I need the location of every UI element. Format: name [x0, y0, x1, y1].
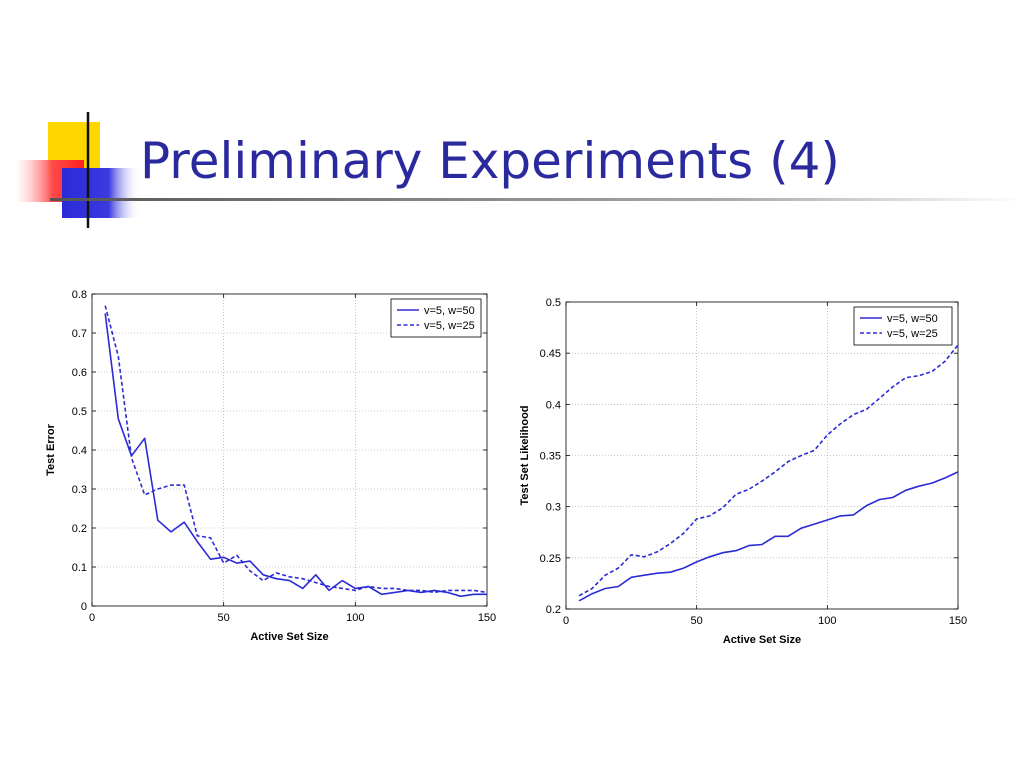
- chart2-x-axis-label: Active Set Size: [723, 634, 801, 646]
- chart1-ytick-label: 0: [81, 601, 87, 613]
- chart1-xtick-label: 100: [346, 612, 364, 624]
- chart2-ytick-label: 0.45: [540, 348, 561, 360]
- chart1-legend-label: v=5, w=50: [424, 305, 475, 317]
- chart2-legend-box: [853, 306, 953, 346]
- chart2-xtick-label: 0: [563, 615, 569, 627]
- chart2-ytick-label: 0.25: [540, 553, 561, 565]
- chart1-ytick-label: 0.3: [72, 484, 87, 496]
- chart2-xtick-label: 50: [691, 615, 703, 627]
- chart1-series-v-5-w-25-dashed-line: [104, 305, 488, 594]
- chart1-xtick-label: 0: [89, 612, 95, 624]
- title-decoration: [14, 112, 1024, 228]
- title-underline: [50, 198, 1024, 201]
- chart2-xtick-label: 150: [949, 615, 967, 627]
- chart1-ytick-label: 0.5: [72, 406, 87, 418]
- chart2-ytick-label: 0.3: [546, 502, 561, 514]
- chart2-ytick-label: 0.2: [546, 604, 561, 616]
- chart2-y-axis-label: Test Set Likelihood: [519, 405, 531, 505]
- chart2-legend: v=5, w=50 v=5, w=25: [853, 306, 953, 346]
- chart1-xtick-label: 150: [478, 612, 496, 624]
- slide-title: Preliminary Experiments (4): [140, 132, 840, 190]
- chart1-legend: v=5, w=50 v=5, w=25: [390, 298, 482, 338]
- chart1-legend-box: [390, 298, 482, 338]
- test-set-likelihood-chart: 0.2 0.25 0.3 0.35 0.4 0.45 0.5 0 50 100 150 Active …: [519, 297, 967, 646]
- chart1-x-axis-label: Active Set Size: [250, 631, 328, 643]
- blue-bar-decoration: [62, 168, 140, 218]
- chart1-ytick-label: 0.8: [72, 289, 87, 301]
- chart1-xtick-label: 50: [218, 612, 230, 624]
- chart1-plot-area: [92, 294, 487, 606]
- chart1-ytick-label: 0.1: [72, 562, 87, 574]
- chart1-ytick-label: 0.7: [72, 328, 87, 340]
- chart1-y-axis-label: Test Error: [45, 423, 57, 475]
- chart2-ytick-label: 0.5: [546, 297, 561, 309]
- chart2-xtick-label: 100: [818, 615, 836, 627]
- chart1-legend-label: v=5, w=25: [424, 320, 475, 332]
- chart2-series-v-5-w-25-dashed-line: [578, 344, 959, 597]
- chart2-legend-label: v=5, w=50: [887, 313, 938, 325]
- chart2-legend-label: v=5, w=25: [887, 328, 938, 340]
- chart1-ytick-label: 0.6: [72, 367, 87, 379]
- test-error-chart: 0 0.1 0.2 0.3 0.4 0.5 0.6 0.7 0.8 0 50 100 150 Active…: [45, 289, 496, 643]
- chart1-ytick-label: 0.4: [72, 445, 87, 457]
- chart2-ytick-label: 0.35: [540, 451, 561, 463]
- chart1-series-v-5-w-50-solid-line: [104, 313, 487, 598]
- chart1-ytick-label: 0.2: [72, 523, 87, 535]
- chart2-ytick-label: 0.4: [546, 399, 561, 411]
- chart2-series-v-5-w-50-solid-line: [578, 471, 959, 602]
